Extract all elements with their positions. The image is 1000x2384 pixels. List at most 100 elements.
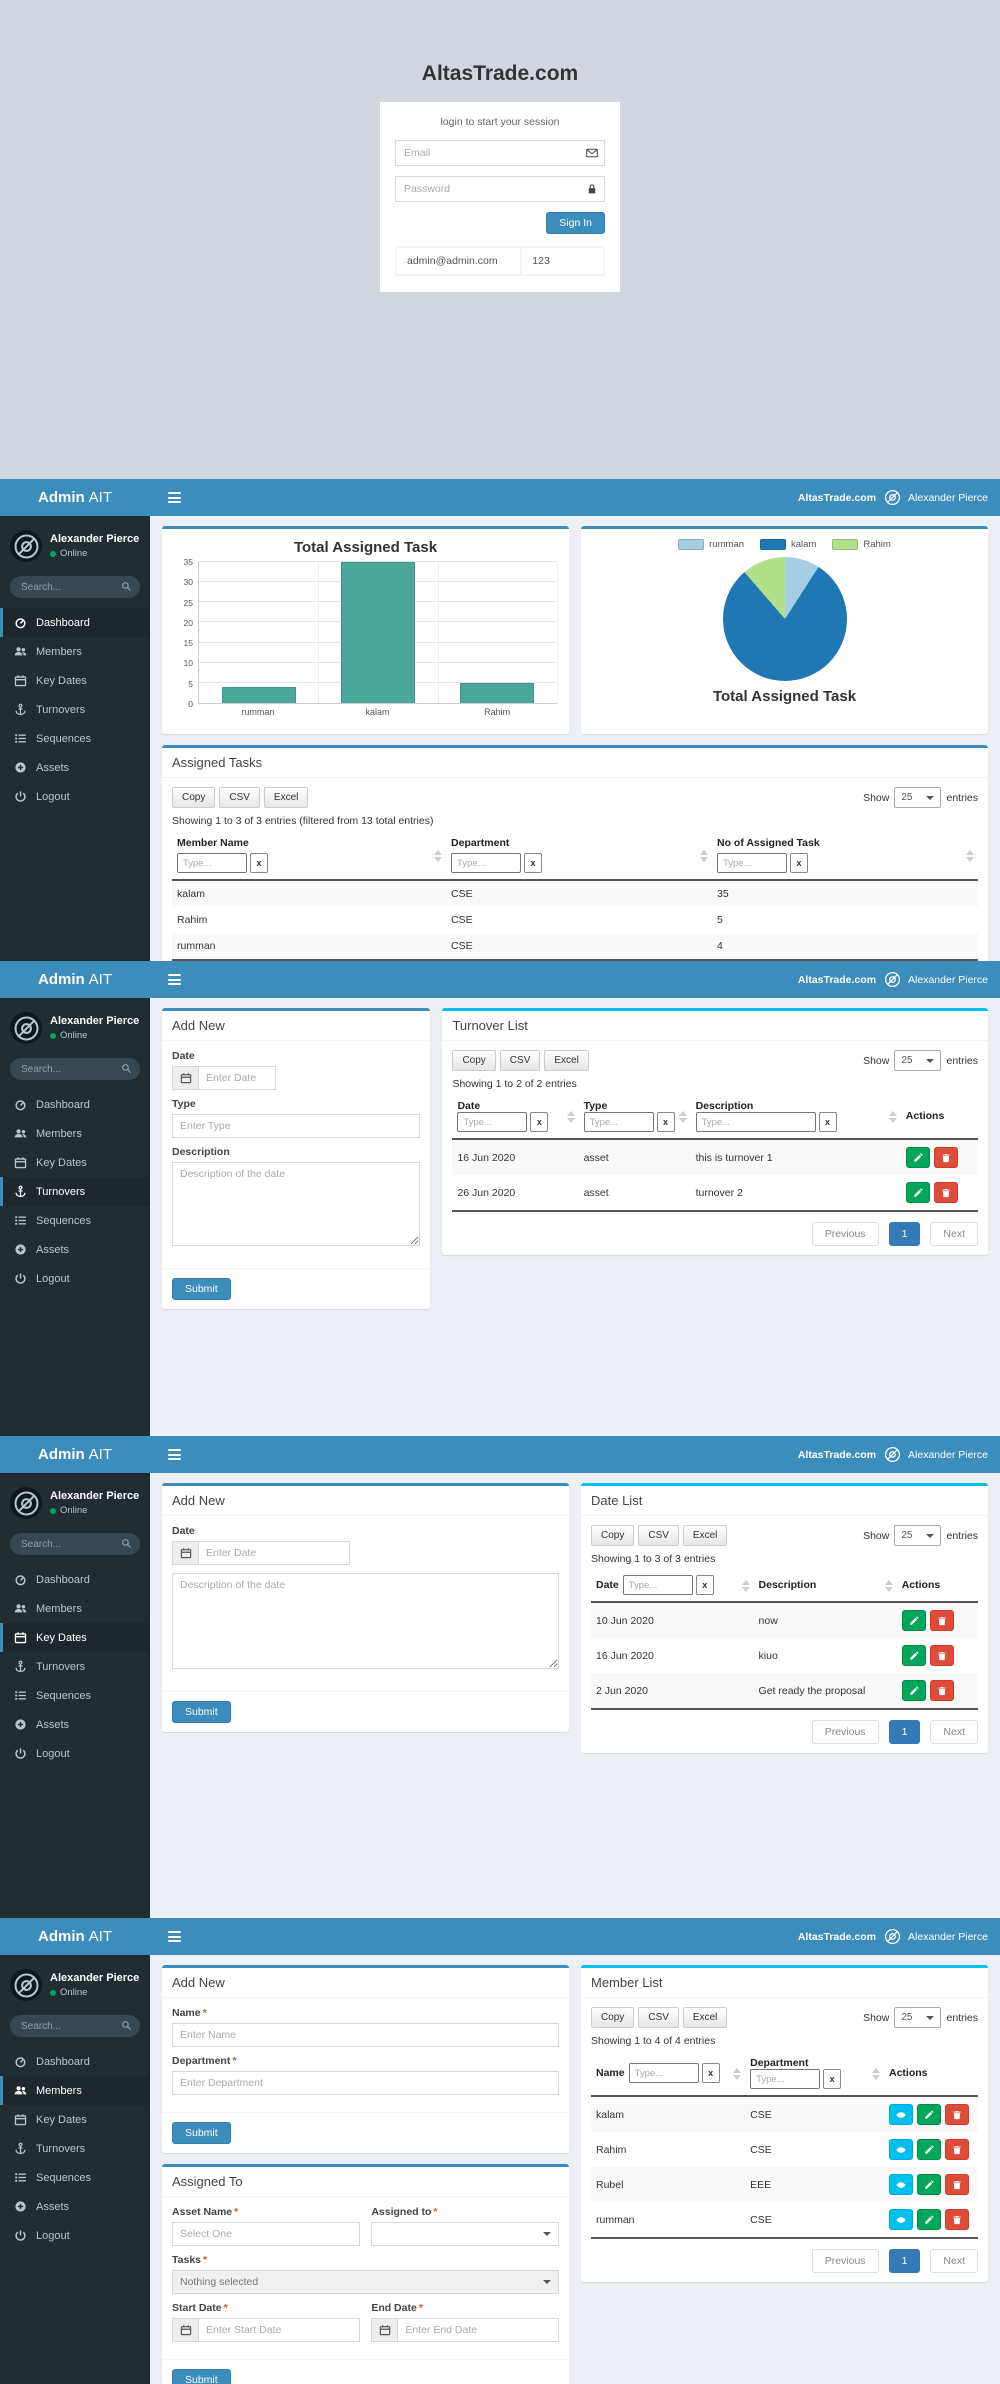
name-input[interactable] (172, 2023, 559, 2047)
edit-button[interactable] (917, 2174, 941, 2195)
clear-filter-button[interactable]: x (530, 1112, 549, 1132)
submit-button[interactable]: Submit (172, 1701, 231, 1723)
edit-button[interactable] (901, 1680, 926, 1701)
sort-icon[interactable] (700, 849, 708, 862)
sidebar-toggle-icon[interactable] (162, 970, 187, 989)
csv-button[interactable]: CSV (638, 1525, 679, 1546)
sidebar-toggle-icon[interactable] (162, 488, 187, 507)
csv-button[interactable]: CSV (499, 1050, 541, 1071)
user-menu[interactable]: Alexander Pierce (908, 973, 988, 986)
filter-input[interactable] (177, 853, 247, 873)
view-button[interactable] (889, 2174, 913, 2195)
sidebar-item-turnovers[interactable]: Turnovers (0, 1652, 150, 1681)
table-row[interactable]: 16 Jun 2020 asset this is turnover 1 (452, 1139, 978, 1175)
sidebar-item-members[interactable]: Members (0, 1594, 150, 1623)
app-logo[interactable]: Admin AIT (0, 1436, 150, 1473)
app-logo[interactable]: Admin AIT (0, 1918, 150, 1955)
sort-icon[interactable] (678, 1110, 687, 1123)
sort-icon[interactable] (884, 1579, 893, 1592)
clear-filter-button[interactable]: x (524, 853, 543, 873)
search-icon[interactable] (121, 1538, 132, 1549)
delete-button[interactable] (933, 1182, 958, 1203)
edit-button[interactable] (917, 2209, 941, 2230)
password-field[interactable] (395, 176, 605, 202)
search-icon[interactable] (121, 1063, 132, 1074)
previous-page-button[interactable]: Previous (811, 1720, 879, 1744)
previous-page-button[interactable]: Previous (811, 2249, 879, 2273)
delete-button[interactable] (929, 1610, 954, 1631)
excel-button[interactable]: Excel (682, 1525, 728, 1546)
clear-filter-button[interactable]: x (818, 1112, 837, 1132)
page-size-select[interactable]: 25 (894, 787, 942, 808)
user-menu[interactable]: Alexander Pierce (908, 1448, 988, 1461)
previous-page-button[interactable]: Previous (811, 1222, 879, 1246)
table-row[interactable]: rumman CSE 4 (172, 933, 978, 960)
delete-button[interactable] (929, 1645, 954, 1666)
sidebar-item-members[interactable]: Members (0, 637, 150, 666)
sort-icon[interactable] (741, 1579, 750, 1592)
user-avatar-icon[interactable] (883, 1446, 901, 1464)
sidebar-item-dashboard[interactable]: Dashboard (0, 1565, 150, 1594)
site-name-link[interactable]: AltasTrade.com (797, 973, 877, 986)
sort-icon[interactable] (434, 849, 443, 862)
submit-button[interactable]: Submit (172, 1278, 231, 1300)
site-name-link[interactable]: AltasTrade.com (797, 1448, 877, 1461)
clear-filter-button[interactable]: x (695, 1575, 714, 1595)
sort-icon[interactable] (733, 2067, 742, 2080)
copy-button[interactable]: Copy (591, 1525, 635, 1546)
filter-input[interactable] (695, 1112, 816, 1132)
excel-button[interactable]: Excel (544, 1050, 589, 1071)
description-textarea[interactable] (172, 1162, 421, 1246)
sidebar-item-logout[interactable]: Logout (0, 782, 150, 811)
filter-input[interactable] (451, 853, 522, 873)
view-button[interactable] (889, 2104, 913, 2125)
edit-button[interactable] (905, 1182, 930, 1203)
app-logo[interactable]: Admin AIT (0, 479, 150, 516)
page-size-select[interactable]: 25 (894, 2007, 942, 2028)
sidebar-item-dashboard[interactable]: Dashboard (0, 1090, 150, 1119)
edit-button[interactable] (917, 2104, 941, 2125)
sign-in-button[interactable]: Sign In (546, 212, 605, 234)
sidebar-item-turnovers[interactable]: Turnovers (0, 695, 150, 724)
site-name-link[interactable]: AltasTrade.com (797, 1930, 877, 1943)
sidebar-item-logout[interactable]: Logout (0, 1264, 150, 1293)
user-avatar-icon[interactable] (883, 489, 901, 507)
search-input[interactable] (10, 576, 140, 598)
page-size-select[interactable]: 25 (894, 1525, 942, 1546)
sort-icon[interactable] (966, 849, 974, 862)
delete-button[interactable] (929, 1680, 954, 1701)
sidebar-item-key-dates[interactable]: Key Dates (0, 666, 150, 695)
page-size-select[interactable]: 25 (894, 1050, 942, 1071)
sidebar-item-members[interactable]: Members (0, 1119, 150, 1148)
csv-button[interactable]: CSV (638, 2007, 679, 2028)
filter-input[interactable] (622, 1575, 693, 1595)
assigned-to-select[interactable] (371, 2222, 559, 2246)
table-row[interactable]: 2 Jun 2020 Get ready the proposal (591, 1673, 978, 1709)
delete-button[interactable] (945, 2174, 969, 2195)
sort-icon[interactable] (566, 1110, 575, 1123)
sidebar-item-sequences[interactable]: Sequences (0, 1681, 150, 1710)
excel-button[interactable]: Excel (682, 2007, 728, 2028)
sidebar-item-members[interactable]: Members (0, 2076, 150, 2105)
sidebar-item-assets[interactable]: Assets (0, 753, 150, 782)
copy-button[interactable]: Copy (172, 787, 216, 808)
delete-button[interactable] (945, 2139, 969, 2160)
sidebar-item-key-dates[interactable]: Key Dates (0, 1148, 150, 1177)
search-input[interactable] (10, 2015, 140, 2037)
edit-button[interactable] (901, 1645, 926, 1666)
table-row[interactable]: kalam CSE 35 (172, 880, 978, 907)
copy-button[interactable]: Copy (452, 1050, 496, 1071)
table-row[interactable]: 26 Jun 2020 asset turnover 2 (452, 1175, 978, 1211)
sidebar-item-assets[interactable]: Assets (0, 1710, 150, 1739)
table-row[interactable]: 16 Jun 2020 kiuo (591, 1638, 978, 1673)
edit-button[interactable] (917, 2139, 941, 2160)
type-input[interactable] (172, 1114, 421, 1138)
clear-filter-button[interactable]: x (250, 853, 268, 873)
table-row[interactable]: Rubel EEE (591, 2167, 978, 2202)
start-date-input[interactable] (198, 2318, 360, 2342)
edit-button[interactable] (905, 1147, 930, 1168)
sidebar-item-sequences[interactable]: Sequences (0, 1206, 150, 1235)
date-input[interactable] (198, 1541, 351, 1565)
view-button[interactable] (889, 2209, 913, 2230)
sidebar-item-key-dates[interactable]: Key Dates (0, 2105, 150, 2134)
